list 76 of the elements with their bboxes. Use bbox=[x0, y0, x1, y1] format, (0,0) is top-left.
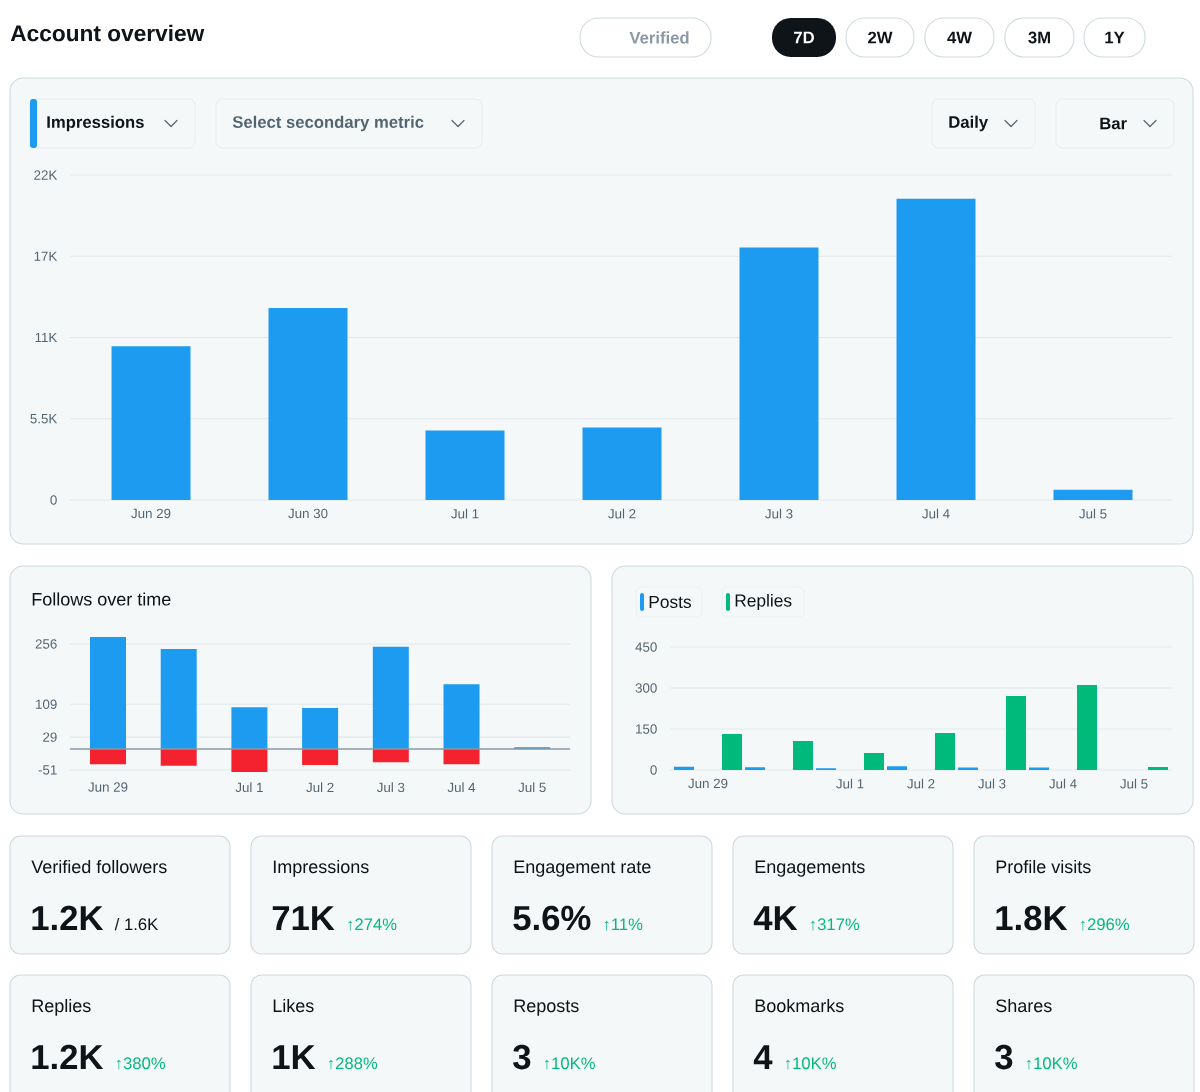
text: Bookmarks bbox=[755, 998, 844, 1013]
x-tick-label: Jul 5 bbox=[518, 782, 546, 793]
text: 3M bbox=[1028, 31, 1050, 44]
text: Daily bbox=[949, 115, 989, 132]
text: Engagement rate bbox=[514, 860, 651, 877]
x-tick-label: Jul 4 bbox=[447, 782, 476, 793]
text: 3 bbox=[995, 1044, 1013, 1070]
legend-label: Replies bbox=[735, 593, 792, 611]
x-tick-label: Jul 3 bbox=[765, 508, 793, 519]
text: ↑274% bbox=[348, 918, 397, 931]
x-tick-label: Jul 1 bbox=[451, 508, 479, 519]
x-tick-label: Jun 30 bbox=[288, 508, 328, 519]
text: ↑10K% bbox=[544, 1057, 595, 1070]
chart-title: Follows over time bbox=[32, 592, 171, 606]
text: Impressions bbox=[273, 859, 369, 877]
y-tick-label: 22K bbox=[34, 170, 58, 180]
x-tick-label: Jul 4 bbox=[1049, 778, 1077, 789]
x-tick-label: Jul 5 bbox=[1120, 778, 1148, 789]
y-tick-label: 5.5K bbox=[30, 414, 58, 424]
x-tick-label: Jul 3 bbox=[978, 778, 1006, 789]
chart-title: Account overview bbox=[10, 24, 205, 42]
text: 5.6% bbox=[513, 905, 591, 931]
text: Shares bbox=[996, 998, 1052, 1013]
text: ↑10K% bbox=[785, 1057, 836, 1070]
x-tick-label: Jul 3 bbox=[376, 782, 405, 793]
text: 1.8K bbox=[996, 905, 1068, 931]
x-tick-label: Jul 5 bbox=[1079, 508, 1107, 519]
text: Replies bbox=[32, 998, 91, 1016]
text: 4W bbox=[947, 31, 972, 44]
text: 7D bbox=[794, 31, 814, 44]
text: 1.2K bbox=[32, 905, 104, 930]
text: ↑288% bbox=[329, 1057, 378, 1070]
x-tick-label: Jul 4 bbox=[922, 508, 950, 519]
text: / 1.6K bbox=[114, 917, 159, 931]
text: Profile visits bbox=[996, 859, 1091, 874]
y-tick-label: 109 bbox=[36, 699, 57, 709]
text: Verified bbox=[629, 31, 689, 44]
y-tick-label: 17K bbox=[34, 251, 58, 261]
text: 4 bbox=[753, 1045, 773, 1069]
x-tick-label: Jun 29 bbox=[688, 778, 728, 789]
text: Likes bbox=[273, 998, 314, 1013]
text: ↑317% bbox=[811, 918, 860, 931]
text: ↑296% bbox=[1080, 918, 1130, 931]
x-tick-label: Jun 29 bbox=[88, 782, 128, 792]
y-tick-label: 0 bbox=[50, 495, 57, 505]
text: ↑11% bbox=[604, 918, 643, 931]
y-tick-label: 0 bbox=[650, 765, 657, 775]
text: ↑380% bbox=[116, 1057, 166, 1070]
y-tick-label: 256 bbox=[35, 639, 57, 649]
text: 4K bbox=[753, 906, 798, 930]
text: Reposts bbox=[514, 999, 579, 1016]
x-tick-label: Jul 2 bbox=[306, 782, 334, 793]
x-tick-label: Jul 1 bbox=[235, 782, 263, 793]
text: 71K bbox=[272, 906, 335, 930]
y-tick-label: 11K bbox=[35, 332, 58, 343]
text: Bar bbox=[1100, 117, 1127, 130]
text: 1.2K bbox=[32, 1044, 104, 1069]
y-tick-label: 300 bbox=[635, 683, 657, 693]
text: Verified followers bbox=[31, 859, 167, 874]
text: 1K bbox=[273, 1045, 316, 1069]
text: Engagements bbox=[755, 860, 865, 877]
text: Impressions bbox=[47, 115, 144, 132]
legend-label: Posts bbox=[649, 595, 692, 609]
text: 1Y bbox=[1105, 31, 1125, 44]
x-tick-label: Jun 29 bbox=[131, 508, 171, 519]
text: Select secondary metric bbox=[232, 115, 424, 132]
x-tick-label: Jul 2 bbox=[608, 508, 636, 519]
x-tick-label: Jul 1 bbox=[836, 778, 864, 789]
text: 3 bbox=[513, 1044, 531, 1070]
y-tick-label: -51 bbox=[38, 765, 57, 775]
text: 2W bbox=[868, 31, 893, 44]
y-tick-label: 450 bbox=[635, 642, 657, 652]
text: ↑10K% bbox=[1026, 1057, 1077, 1070]
y-tick-label: 29 bbox=[43, 732, 57, 742]
y-tick-label: 150 bbox=[636, 724, 657, 734]
x-tick-label: Jul 2 bbox=[907, 778, 935, 789]
